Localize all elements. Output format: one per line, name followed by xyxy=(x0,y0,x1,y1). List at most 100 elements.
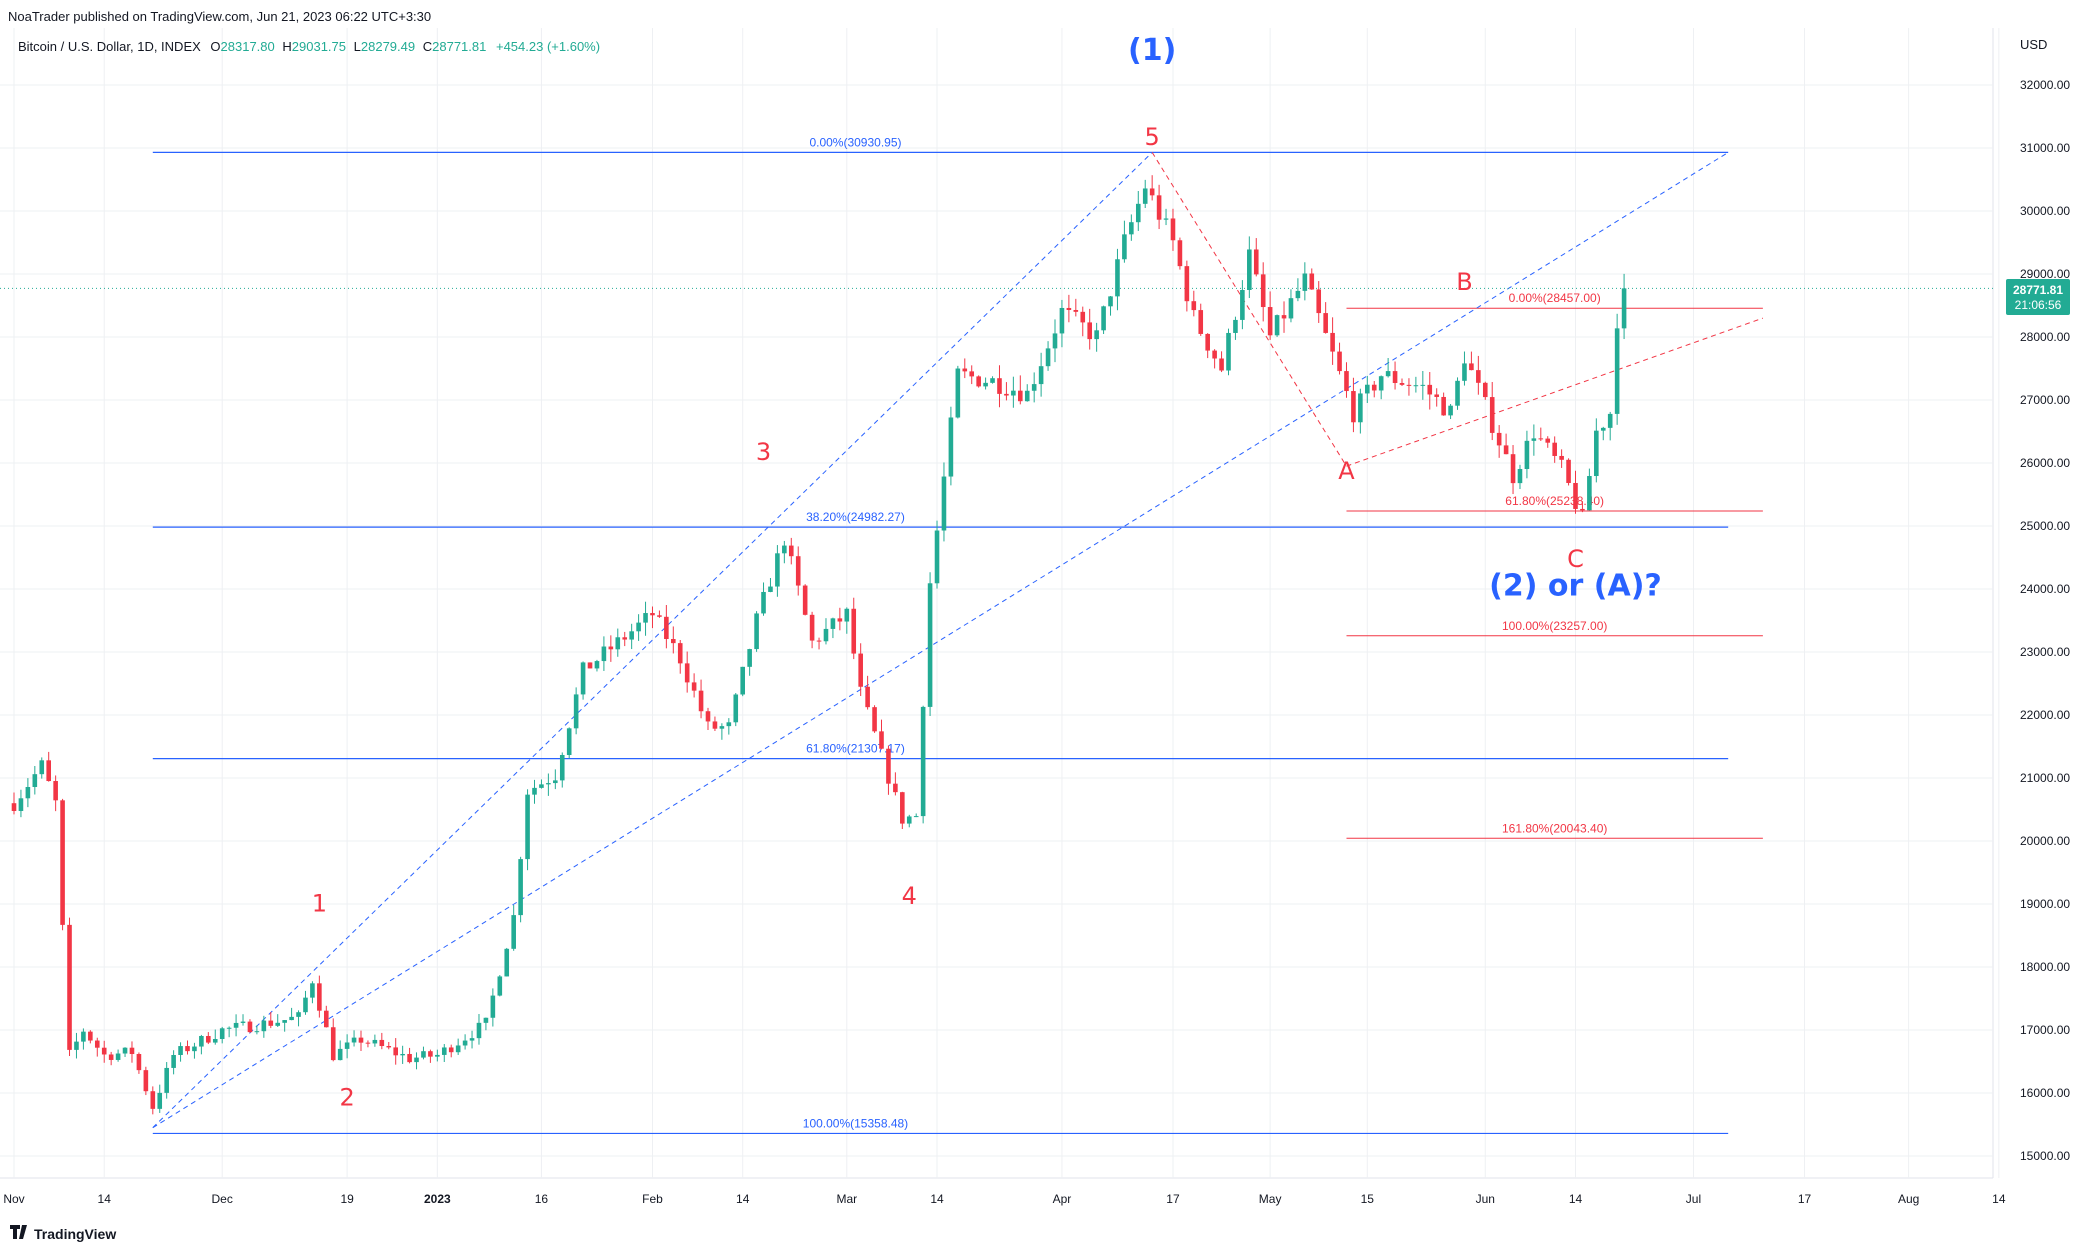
price-tick-label: 25000.00 xyxy=(2020,519,2070,533)
candle xyxy=(1038,352,1044,397)
candle-body xyxy=(212,1039,218,1043)
candle-body xyxy=(122,1047,128,1054)
candle-body xyxy=(913,816,919,818)
price-tick-label: 31000.00 xyxy=(2020,141,2070,155)
candle xyxy=(615,628,621,657)
candle xyxy=(1073,298,1079,317)
candle-body xyxy=(157,1092,163,1109)
candle xyxy=(546,773,551,796)
candle xyxy=(1469,351,1474,371)
candle-body xyxy=(1031,384,1037,391)
candle-body xyxy=(1621,288,1627,329)
candle xyxy=(587,662,593,669)
candle-body xyxy=(1476,370,1481,383)
candle-body xyxy=(88,1031,93,1041)
candle xyxy=(920,705,926,824)
candle-body xyxy=(573,694,579,729)
candle-body xyxy=(1295,290,1301,299)
candle-body xyxy=(1253,249,1259,275)
candle-body xyxy=(629,631,634,640)
candle xyxy=(1045,341,1051,371)
candle-body xyxy=(872,707,877,732)
candle xyxy=(511,905,516,951)
candle-body xyxy=(317,983,322,1011)
candle-body xyxy=(192,1046,197,1052)
candle-body xyxy=(1482,382,1488,398)
candle xyxy=(1184,260,1190,312)
candle xyxy=(448,1044,454,1058)
candle xyxy=(608,635,614,662)
candle xyxy=(1448,403,1453,420)
candle xyxy=(1344,362,1349,398)
candle-body xyxy=(206,1035,211,1043)
candle-body xyxy=(240,1021,246,1023)
candle-body xyxy=(386,1046,392,1048)
candle-body xyxy=(754,613,759,650)
tradingview-logo[interactable]: TradingView xyxy=(10,1225,116,1242)
candle-body xyxy=(1489,397,1495,433)
candle-body xyxy=(747,649,752,667)
candle xyxy=(1365,375,1370,404)
candle xyxy=(788,537,794,565)
candle xyxy=(997,365,1002,408)
candle-body xyxy=(365,1042,371,1044)
candle-body xyxy=(677,643,683,664)
candle-body xyxy=(1344,371,1349,392)
candle-body xyxy=(976,376,981,387)
price-tick-label: 30000.00 xyxy=(2020,204,2070,218)
candle-body xyxy=(1434,394,1439,397)
candle xyxy=(1524,430,1530,479)
candle xyxy=(1288,289,1294,323)
candle-body xyxy=(330,1027,336,1061)
time-tick-label: 17 xyxy=(1798,1192,1812,1206)
candle xyxy=(1066,294,1072,323)
candle-body xyxy=(726,722,732,727)
candle-body xyxy=(1094,330,1099,340)
time-tick-label: 14 xyxy=(98,1192,112,1206)
candle-body xyxy=(1427,384,1433,395)
wave-label: (2) or (A)? xyxy=(1489,568,1662,603)
candle xyxy=(948,406,954,486)
candle xyxy=(53,775,58,812)
candle-body xyxy=(435,1054,440,1057)
candle-body xyxy=(1337,351,1342,372)
candle xyxy=(1219,351,1224,373)
candle xyxy=(351,1030,357,1047)
candle xyxy=(684,651,690,693)
candle-body xyxy=(1142,188,1148,204)
fib-ext-label: 61.80%(25238.40) xyxy=(1505,494,1604,508)
candle-body xyxy=(851,608,857,654)
ohlc-low-label: L xyxy=(354,39,361,54)
candle-body xyxy=(969,371,975,377)
candle-body xyxy=(906,816,912,824)
candle xyxy=(900,791,905,829)
candle-body xyxy=(712,721,718,729)
candle xyxy=(1358,388,1363,434)
candle-body xyxy=(94,1040,100,1048)
candle xyxy=(1226,328,1231,376)
time-axis[interactable]: Nov 14 Dec 19 2023 16 Feb 14 Mar 14 Apr 17 May 15 Jun 1… xyxy=(3,1192,2006,1206)
candle xyxy=(927,572,933,717)
candle xyxy=(594,659,600,672)
candle xyxy=(1135,191,1141,231)
candle xyxy=(233,1014,239,1037)
candle-body xyxy=(761,591,766,614)
candle-body xyxy=(1156,195,1162,220)
candle xyxy=(1531,424,1537,456)
candle xyxy=(559,752,565,788)
trend-line-blue xyxy=(152,151,1729,1129)
candle xyxy=(365,1040,371,1048)
candle xyxy=(775,545,780,597)
candle-body xyxy=(1385,371,1391,377)
candle xyxy=(1566,458,1571,486)
candle xyxy=(428,1049,433,1063)
candle-body xyxy=(997,378,1002,394)
candles xyxy=(11,175,1627,1115)
candle-body xyxy=(1045,348,1051,367)
currency-label: USD xyxy=(2020,37,2047,52)
candle xyxy=(1101,305,1106,335)
candle-body xyxy=(983,382,988,387)
price-axis[interactable]: 15000.00 16000.00 17000.00 18000.00 19000.00… xyxy=(2020,78,2070,1163)
